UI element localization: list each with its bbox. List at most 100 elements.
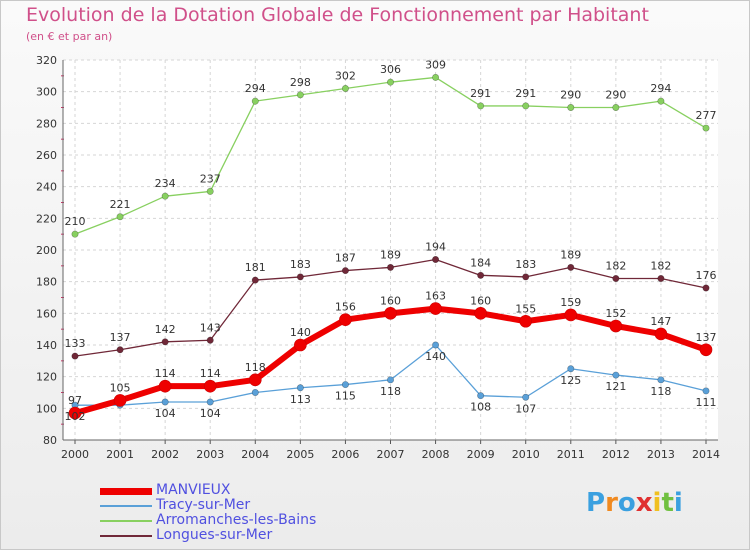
data-point-arromanches-les-bains [296, 91, 304, 99]
data-point-longues-sur-mer [251, 276, 259, 284]
data-point-tracy-sur-mer [161, 398, 169, 406]
data-label-tracy-sur-mer: 118 [650, 385, 671, 398]
data-label-arromanches-les-bains: 291 [515, 87, 536, 100]
data-label-tracy-sur-mer: 113 [290, 393, 311, 406]
data-label-tracy-sur-mer: 111 [696, 396, 717, 409]
data-point-manvieux [339, 313, 352, 326]
legend-swatch [100, 487, 152, 495]
data-label-longues-sur-mer: 194 [425, 241, 446, 254]
data-label-tracy-sur-mer: 102 [65, 410, 86, 423]
y-tick-label: 300 [36, 86, 57, 99]
legend-swatch [100, 505, 152, 507]
data-point-tracy-sur-mer [702, 387, 710, 395]
data-label-manvieux: 114 [200, 367, 221, 380]
data-label-manvieux: 159 [560, 296, 581, 309]
x-tick-label: 2008 [422, 448, 450, 461]
data-point-arromanches-les-bains [522, 102, 530, 110]
data-label-manvieux: 147 [650, 315, 671, 328]
series-layer [68, 73, 713, 420]
data-label-longues-sur-mer: 182 [605, 260, 626, 273]
data-point-longues-sur-mer [657, 274, 665, 282]
data-label-arromanches-les-bains: 221 [110, 198, 131, 211]
legend-item: MANVIEUX [100, 482, 400, 499]
x-tick-label: 2004 [241, 448, 269, 461]
data-label-longues-sur-mer: 142 [155, 323, 176, 336]
data-label-tracy-sur-mer: 121 [605, 380, 626, 393]
data-point-arromanches-les-bains [657, 97, 665, 105]
data-label-longues-sur-mer: 184 [470, 256, 491, 269]
data-point-arromanches-les-bains [71, 230, 79, 238]
data-label-tracy-sur-mer: 115 [335, 390, 356, 403]
data-label-arromanches-les-bains: 210 [65, 215, 86, 228]
x-tick-label: 2010 [512, 448, 540, 461]
data-label-manvieux: 152 [605, 307, 626, 320]
data-label-manvieux: 155 [515, 302, 536, 315]
logo-letter: r [605, 488, 618, 518]
data-point-manvieux [609, 319, 623, 333]
data-label-tracy-sur-mer: 104 [155, 407, 176, 420]
data-point-tracy-sur-mer [567, 365, 575, 373]
legend-item: Arromanches-les-Bains [100, 512, 400, 529]
logo-letter: P [586, 488, 606, 518]
data-label-longues-sur-mer: 137 [110, 331, 131, 344]
data-point-manvieux [699, 343, 713, 357]
x-tick-label: 2005 [286, 448, 314, 461]
data-point-longues-sur-mer [702, 284, 710, 292]
data-point-tracy-sur-mer [341, 381, 349, 389]
logo-letter: x [635, 488, 653, 518]
data-point-manvieux [474, 307, 487, 320]
data-point-longues-sur-mer [612, 274, 620, 282]
data-label-arromanches-les-bains: 237 [200, 172, 221, 185]
data-label-manvieux: 163 [425, 290, 446, 303]
data-point-longues-sur-mer [206, 336, 214, 344]
data-label-arromanches-les-bains: 294 [650, 82, 671, 95]
data-point-manvieux [248, 373, 262, 387]
data-point-arromanches-les-bains [341, 85, 349, 93]
data-label-manvieux: 137 [696, 331, 717, 344]
logo-letter: o [617, 488, 636, 518]
data-point-arromanches-les-bains [567, 104, 575, 112]
data-point-manvieux [158, 379, 172, 393]
x-tick-label: 2011 [557, 448, 585, 461]
data-point-manvieux [654, 327, 668, 341]
data-point-longues-sur-mer [341, 267, 349, 275]
data-point-tracy-sur-mer [432, 341, 440, 349]
data-point-tracy-sur-mer [206, 398, 214, 406]
data-label-longues-sur-mer: 189 [560, 248, 581, 261]
data-point-longues-sur-mer [432, 255, 440, 263]
data-label-tracy-sur-mer: 125 [560, 374, 581, 387]
data-point-arromanches-les-bains [386, 78, 394, 86]
data-label-manvieux: 140 [290, 326, 311, 339]
y-tick-label: 100 [36, 402, 57, 415]
y-tick-label: 140 [36, 339, 57, 352]
data-label-tracy-sur-mer: 104 [200, 407, 221, 420]
data-point-longues-sur-mer [567, 263, 575, 271]
data-point-longues-sur-mer [386, 263, 394, 271]
data-label-longues-sur-mer: 183 [290, 258, 311, 271]
data-label-longues-sur-mer: 181 [245, 261, 266, 274]
x-tick-label: 2007 [377, 448, 405, 461]
data-label-arromanches-les-bains: 294 [245, 82, 266, 95]
data-label-longues-sur-mer: 189 [380, 248, 401, 261]
data-point-longues-sur-mer [296, 273, 304, 281]
logo-letter: i [673, 488, 683, 518]
data-label-longues-sur-mer: 176 [696, 269, 717, 282]
data-point-arromanches-les-bains [251, 97, 259, 105]
x-tick-label: 2009 [467, 448, 495, 461]
legend-label: Tracy-sur-Mer [156, 497, 251, 513]
legend-label: Longues-sur-Mer [156, 527, 273, 543]
grid-layer [63, 59, 718, 441]
x-tick-label: 2013 [647, 448, 675, 461]
data-point-arromanches-les-bains [612, 104, 620, 112]
proxiti-logo: Proxiti [586, 488, 683, 518]
data-point-longues-sur-mer [116, 346, 124, 354]
data-label-tracy-sur-mer: 140 [425, 350, 446, 363]
data-label-manvieux: 160 [380, 294, 401, 307]
value-label-layer: 210 221 234 237 294 298 302 306 309 291 291 290 290 2… [65, 58, 717, 423]
data-label-manvieux: 160 [470, 294, 491, 307]
data-label-arromanches-les-bains: 298 [290, 76, 311, 89]
data-point-manvieux [429, 302, 442, 315]
data-point-manvieux [384, 307, 397, 320]
y-tick-label: 120 [36, 371, 57, 384]
